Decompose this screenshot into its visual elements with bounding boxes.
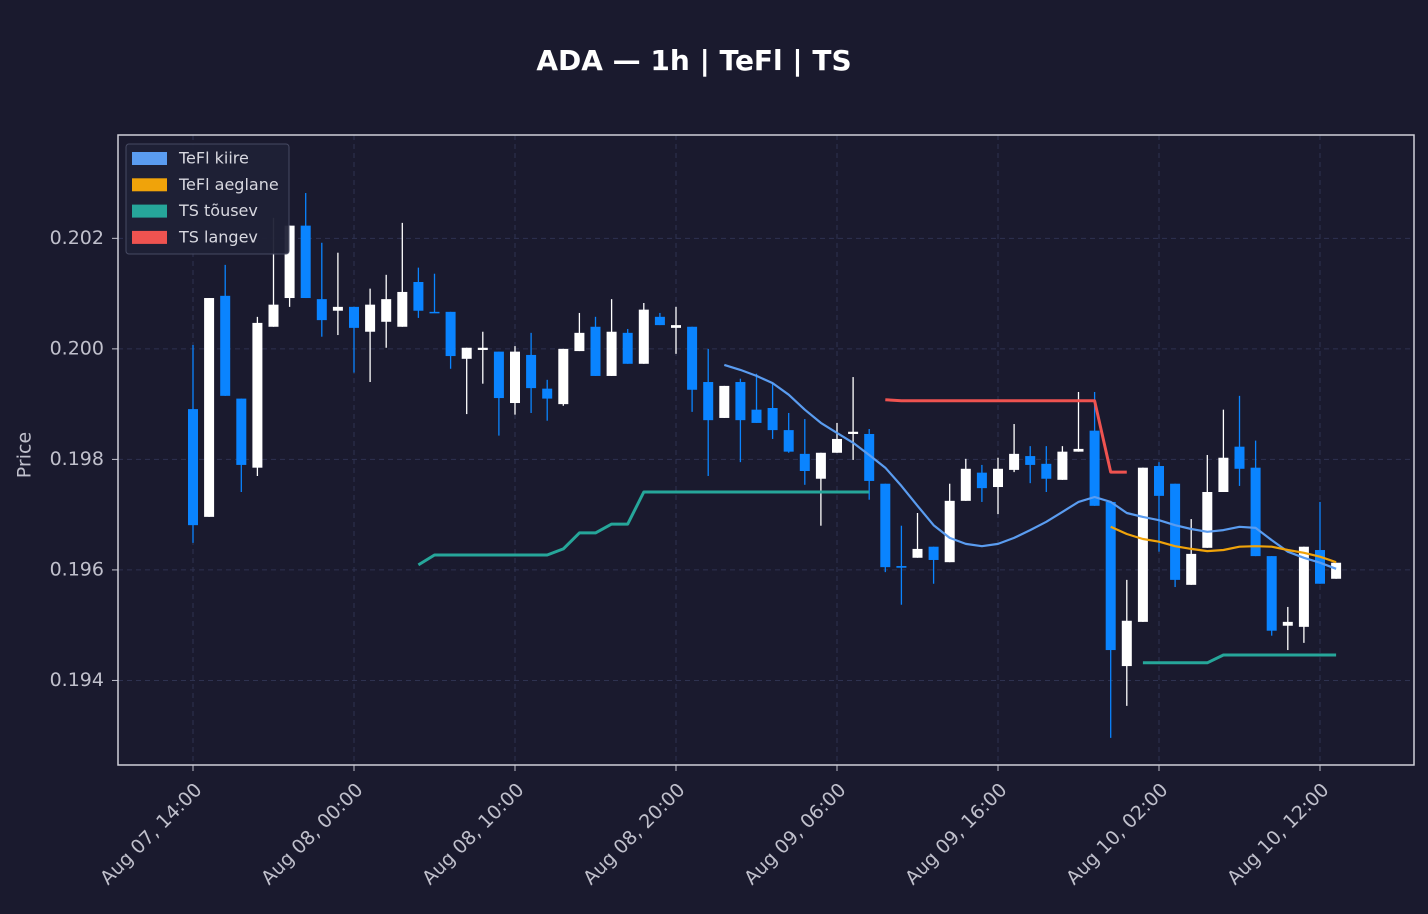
legend-box (125, 143, 290, 255)
candle-body (976, 472, 987, 489)
candle-body (1073, 448, 1084, 452)
candle-body (1266, 556, 1277, 631)
candle-body (526, 354, 537, 389)
candle-body (332, 306, 343, 311)
candle-body (1105, 501, 1116, 651)
indicator-line (1142, 653, 1337, 665)
candle-body (912, 548, 923, 558)
candle-body (1025, 456, 1036, 465)
plot (188, 193, 1342, 738)
candle-body (928, 546, 939, 560)
candle-body (703, 382, 714, 421)
candle-body (799, 453, 810, 471)
candle-body (1315, 550, 1325, 584)
candle-body (783, 430, 794, 452)
candle-body (1154, 466, 1164, 496)
candle-body (558, 348, 569, 405)
candle-body (815, 452, 826, 479)
candle-body (188, 409, 198, 526)
legend-swatch (132, 152, 167, 165)
indicator-line (723, 363, 1337, 570)
candle-body (1234, 446, 1245, 469)
indicator-line (417, 490, 870, 567)
y-tick-label: 0.202 (50, 227, 104, 249)
candle-body (1041, 463, 1052, 479)
candle-body (1298, 546, 1309, 627)
legend-label: TeFl aeglane (178, 175, 279, 194)
candle-body (461, 347, 472, 359)
candle-body (654, 316, 665, 326)
candle-body (638, 309, 649, 364)
candle-body (316, 299, 327, 321)
candle-body (606, 331, 617, 376)
candle-body (1186, 553, 1197, 585)
candle-body (477, 347, 488, 350)
candle-body (1282, 621, 1293, 626)
candle-body (429, 311, 440, 314)
candle-body (236, 398, 247, 465)
candle-body (1089, 430, 1100, 506)
candle-body (413, 282, 424, 311)
y-axis-label: Price (14, 432, 36, 478)
candle-body (1137, 467, 1148, 622)
candle-body (1170, 483, 1181, 580)
candle-body (622, 332, 633, 364)
candle-body (1250, 467, 1261, 557)
candle-body (1009, 453, 1020, 470)
candle-body (671, 325, 681, 328)
candle-body (1121, 620, 1132, 667)
candle-body (719, 385, 730, 418)
legend-label: TS tõusev (178, 201, 258, 220)
legend-label: TeFl kiire (178, 149, 249, 168)
legend-label: TS langev (178, 227, 258, 246)
candle-body (397, 291, 408, 327)
candle-body (590, 326, 601, 376)
candle-body (832, 438, 842, 453)
candle-body (381, 299, 392, 322)
candle-body (880, 483, 891, 568)
candle-body (896, 566, 907, 568)
plot-frame (117, 134, 1415, 766)
candle-body (252, 322, 263, 468)
candle-body (767, 408, 778, 431)
candle-body (1218, 457, 1229, 492)
candle-body (365, 304, 376, 332)
legend-swatch (132, 230, 167, 244)
y-tick-label: 0.198 (50, 448, 104, 470)
candle-body (574, 332, 585, 352)
legend: TeFl kiire TeFl aeglane TS tõusev TS langev (125, 143, 290, 255)
chart-title: ADA — 1h | TeFl | TS (536, 44, 851, 77)
legend-swatch (132, 178, 167, 192)
candle-body (284, 225, 295, 299)
candle-body (848, 431, 859, 434)
y-tick-label: 0.196 (50, 558, 104, 580)
candle-body (735, 382, 746, 421)
candle-body (1331, 562, 1342, 579)
candle-body (542, 388, 553, 399)
candle-body (960, 468, 971, 501)
candle-body (204, 298, 215, 517)
candle-body (268, 304, 279, 327)
candle-body (687, 326, 698, 390)
candle-body (220, 295, 231, 396)
indicator-line (1110, 525, 1337, 564)
legend-swatch (132, 204, 167, 218)
candle-body (864, 433, 875, 481)
candle-body (445, 311, 456, 357)
indicator-line (885, 398, 1127, 474)
y-tick-label: 0.200 (50, 337, 104, 359)
candle-body (751, 409, 762, 423)
candle-body (300, 225, 311, 299)
candle-body (349, 306, 359, 328)
candle-body (510, 351, 520, 404)
candle-body (1202, 492, 1213, 548)
candle-body (944, 500, 955, 563)
candle-body (1057, 451, 1068, 480)
candle-body (993, 468, 1003, 488)
y-tick-label: 0.194 (50, 669, 104, 691)
candle-body (493, 351, 504, 399)
